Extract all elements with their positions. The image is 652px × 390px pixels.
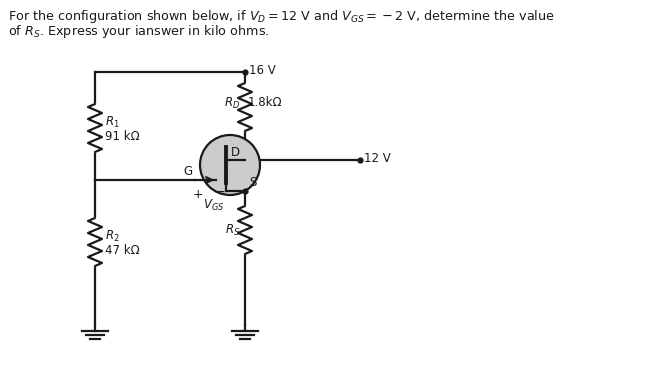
Text: −: − bbox=[213, 185, 225, 199]
Text: $V_{GS}$: $V_{GS}$ bbox=[203, 198, 224, 213]
Text: For the configuration shown below, if $V_D = 12$ V and $V_{GS} = -2$ V, determin: For the configuration shown below, if $V… bbox=[8, 8, 555, 25]
Text: $R_2$: $R_2$ bbox=[105, 229, 119, 243]
Text: G: G bbox=[183, 165, 192, 178]
Text: $R_S$: $R_S$ bbox=[225, 222, 240, 238]
Text: 47 kΩ: 47 kΩ bbox=[105, 243, 140, 257]
Text: D: D bbox=[231, 146, 240, 159]
Text: $R_D$: $R_D$ bbox=[224, 96, 240, 110]
Text: 12 V: 12 V bbox=[364, 151, 391, 165]
Text: of $R_S$. Express your ianswer in kilo ohms.: of $R_S$. Express your ianswer in kilo o… bbox=[8, 23, 269, 40]
Text: 16 V: 16 V bbox=[249, 64, 276, 76]
Circle shape bbox=[200, 135, 260, 195]
Text: 1.8kΩ: 1.8kΩ bbox=[248, 96, 282, 110]
Text: $R_1$: $R_1$ bbox=[105, 114, 120, 129]
Text: 91 kΩ: 91 kΩ bbox=[105, 129, 140, 142]
Text: +: + bbox=[193, 188, 203, 201]
Text: S: S bbox=[249, 176, 256, 189]
